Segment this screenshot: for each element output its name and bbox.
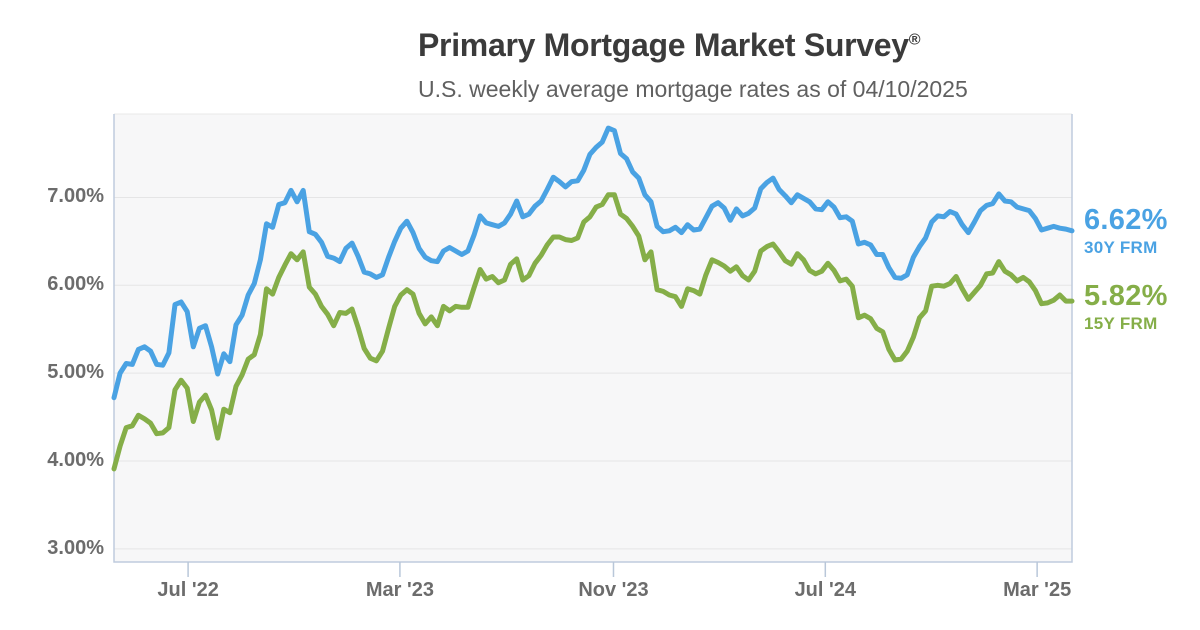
x-axis-label: Mar '25 [1003,579,1072,601]
plot-border [113,114,1073,563]
y-axis-label: 6.00% [47,273,104,296]
x-axis-label: Mar '23 [365,579,434,601]
y-axis-label: 7.00% [47,185,104,208]
series-line-15y-frm [111,192,1075,472]
legend-30y-frm: 6.62% 30Y FRM [1084,205,1168,257]
x-axis-label: Jul '22 [157,579,219,601]
x-axis-label: Jul '24 [794,579,857,601]
page-title: Primary Mortgage Market Survey® [418,27,921,64]
page-subtitle: U.S. weekly average mortgage rates as of… [418,76,968,102]
y-axis-label: 3.00% [47,536,104,559]
series-line-30y-frm [111,125,1075,401]
rate-value-15y: 5.82% [1084,280,1168,312]
y-axis-label: 4.00% [47,448,104,471]
rate-label-30y: 30Y FRM [1084,238,1158,257]
y-axis-label: 5.00% [47,361,104,384]
x-axis-label: Nov '23 [578,579,649,601]
registered-trademark: ® [908,31,921,49]
rate-label-15y: 15Y FRM [1084,314,1158,333]
page-title-text: Primary Mortgage Market Survey [418,27,909,63]
rate-value-30y: 6.62% [1084,204,1168,236]
legend-15y-frm: 5.82% 15Y FRM [1084,281,1168,333]
